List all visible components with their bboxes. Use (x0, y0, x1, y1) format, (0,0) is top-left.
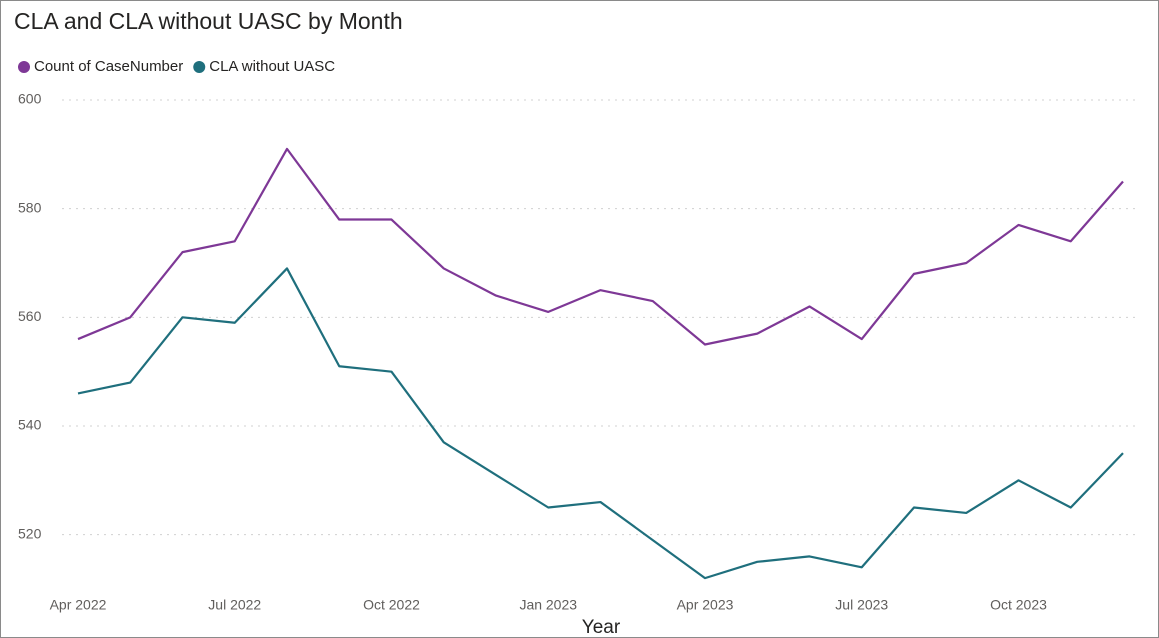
x-tick-label: Jul 2023 (835, 597, 888, 613)
chart-title: CLA and CLA without UASC by Month (14, 8, 403, 34)
x-tick-label: Oct 2022 (363, 597, 420, 613)
x-axis-title: Year (582, 617, 621, 638)
x-tick-label: Jan 2023 (519, 597, 577, 613)
legend-label: Count of CaseNumber (34, 58, 183, 75)
x-tick-label: Jul 2022 (208, 597, 261, 613)
x-tick-label: Apr 2022 (50, 597, 107, 613)
y-tick-label: 520 (18, 525, 42, 541)
series-line (77, 267, 1124, 580)
x-tick-label: Oct 2023 (990, 597, 1047, 613)
y-tick-label: 540 (18, 417, 42, 433)
legend-marker (193, 61, 206, 73)
legend-marker (18, 61, 30, 73)
y-tick-label: 580 (18, 199, 42, 215)
series-line (77, 147, 1124, 346)
x-tick-label: Apr 2023 (677, 597, 734, 613)
legend-label: CLA without UASC (209, 58, 335, 75)
y-tick-label: 600 (18, 91, 42, 107)
y-tick-label: 560 (18, 308, 42, 324)
